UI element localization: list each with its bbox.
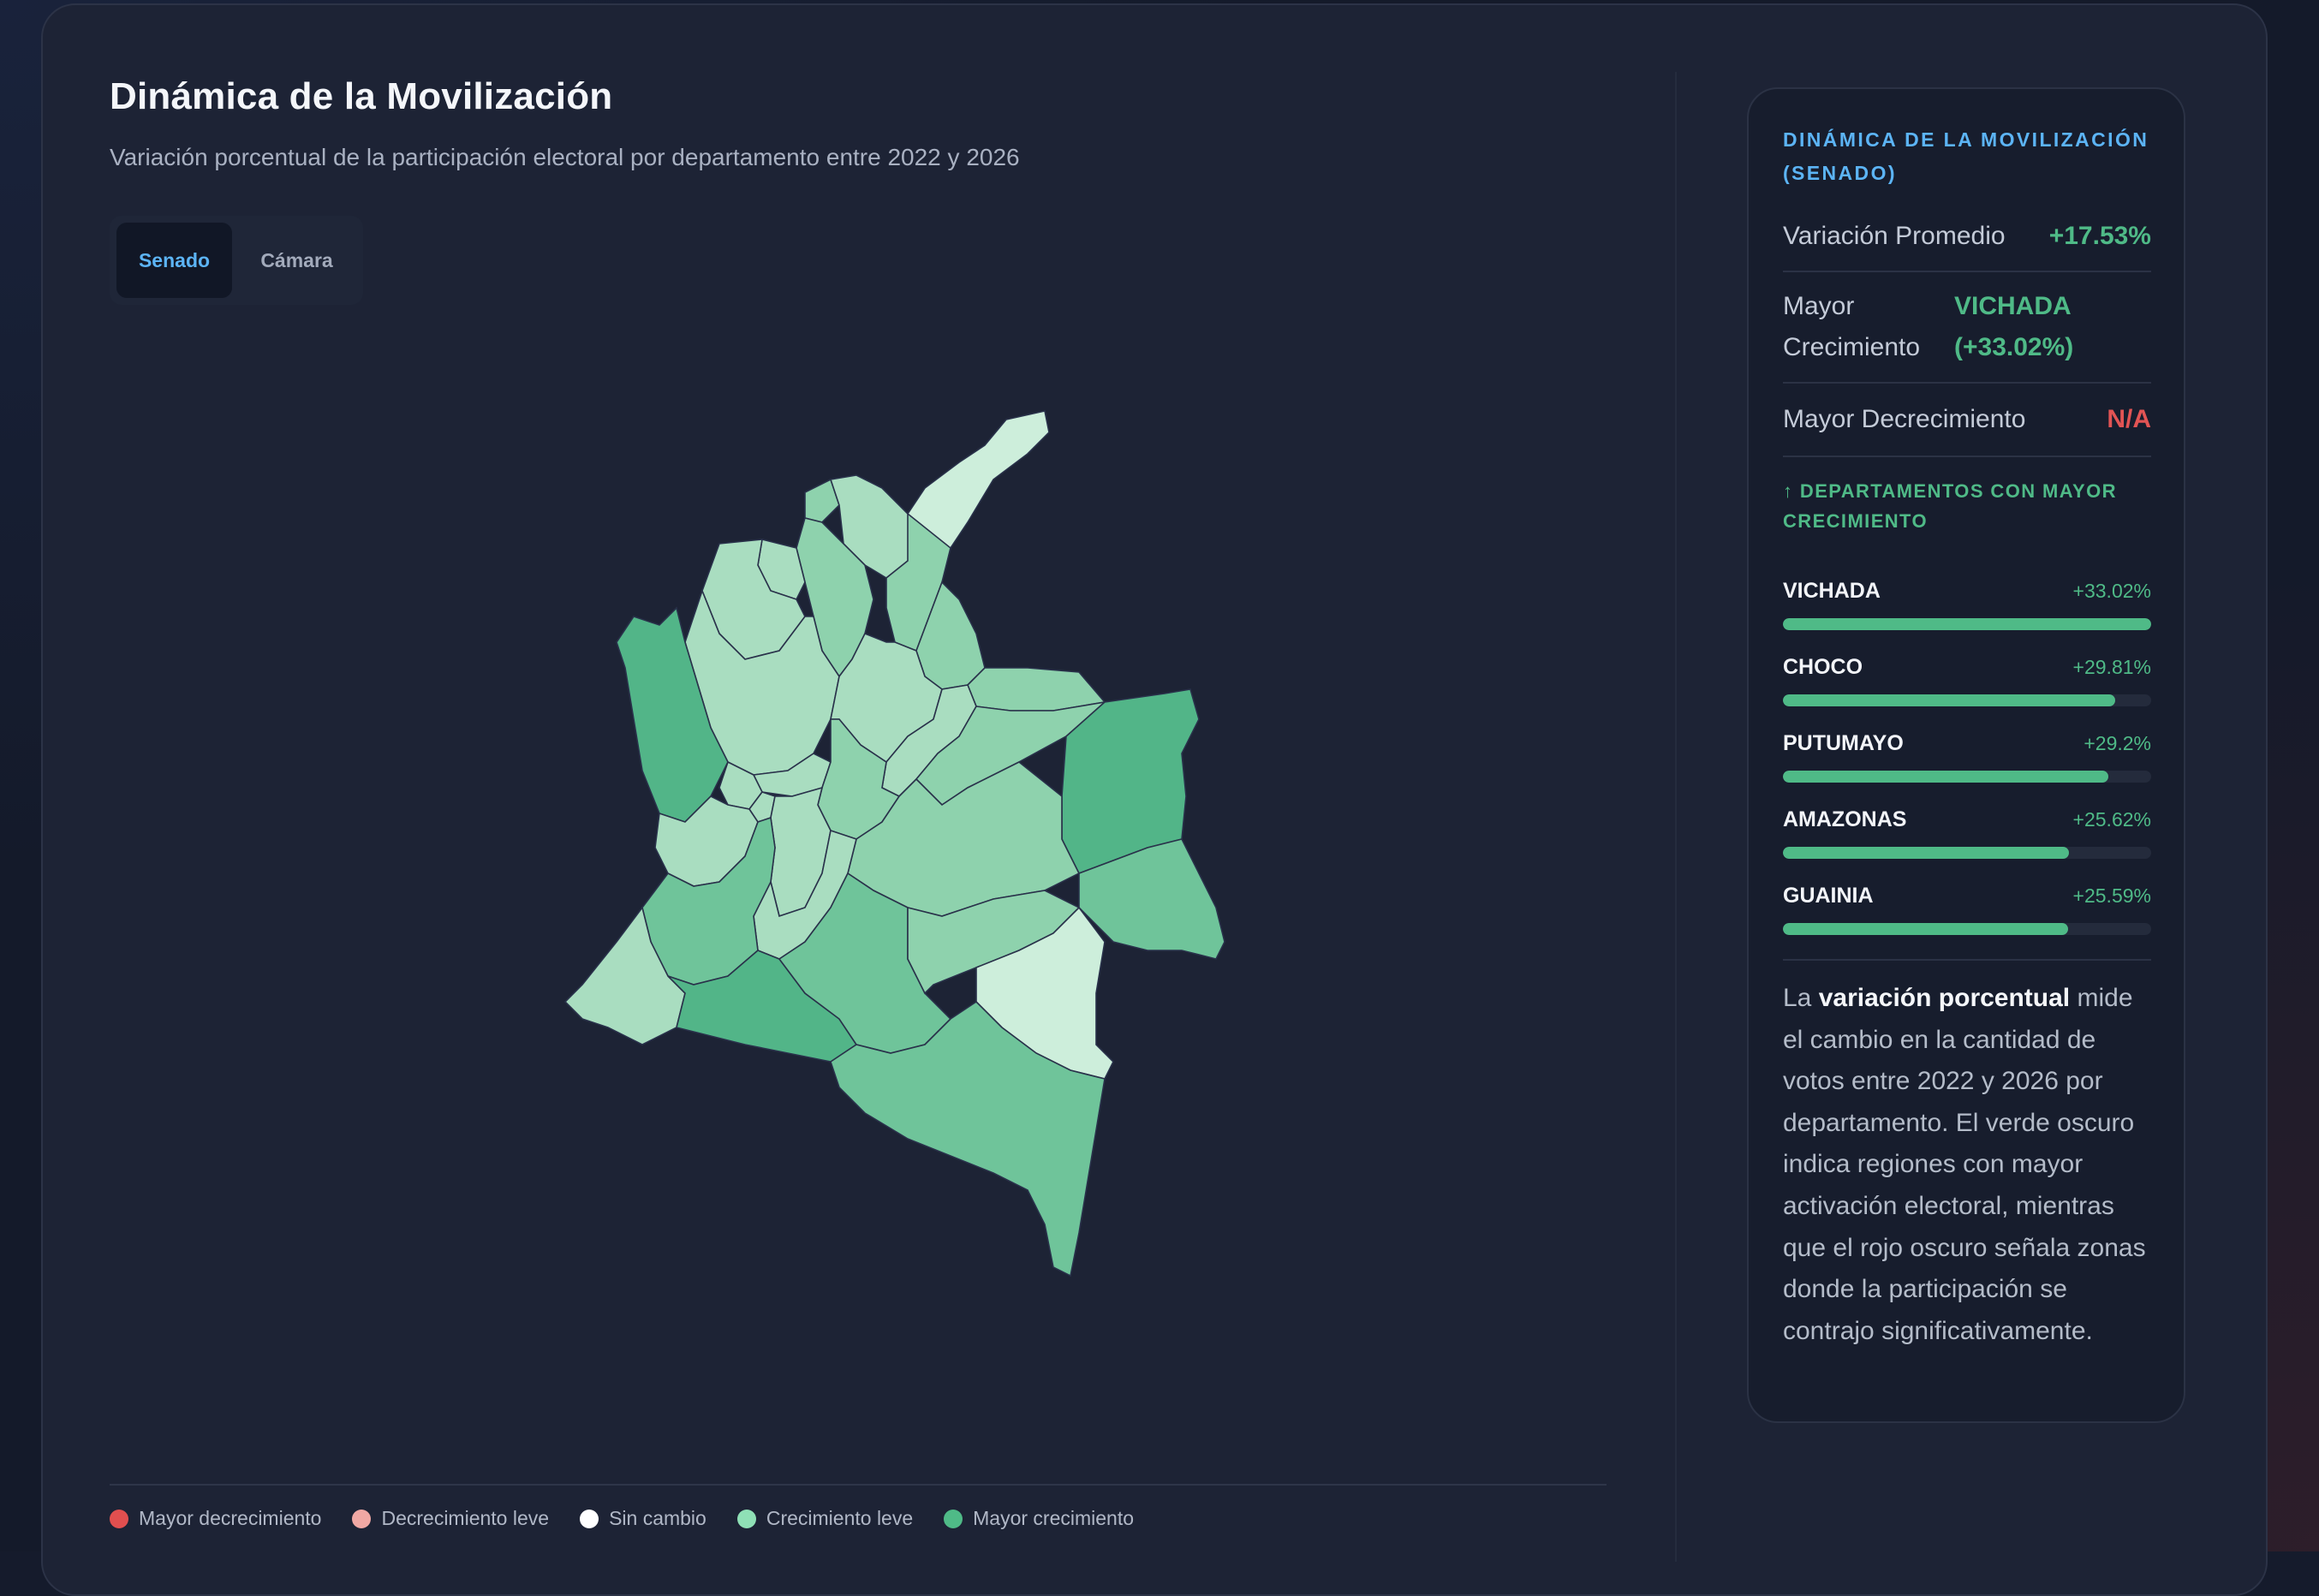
legend-swatch	[736, 1509, 756, 1528]
top-dept-bar-fill	[1783, 618, 2151, 630]
colombia-map-svg	[563, 410, 1225, 1277]
legend-label: Mayor decrecimiento	[139, 1507, 322, 1529]
max-decline-value: N/A	[2107, 405, 2151, 433]
tab-camara[interactable]: Cámara	[260, 248, 333, 271]
top-dept-bar-fill	[1783, 847, 2069, 859]
top-dept-item: GUAINIA +25.59%	[1783, 878, 2151, 935]
top-departments-title: ↑ DEPARTAMENTOS CON MAYOR CRECIMIENTO	[1783, 480, 2117, 532]
legend-item: Sin cambio	[580, 1507, 706, 1530]
page-title: Dinámica de la Movilización	[110, 75, 613, 117]
dept-arauca[interactable]	[967, 667, 1106, 712]
avg-variation-label: Variación Promedio	[1783, 222, 2006, 250]
avg-variation-value: +17.53%	[2048, 222, 2151, 250]
legend-item: Decrecimiento leve	[352, 1507, 549, 1530]
description-pre: La	[1783, 984, 1819, 1012]
max-growth-label-line1: Mayor	[1783, 292, 1855, 320]
dept-atlantico[interactable]	[804, 478, 840, 523]
legend-item: Crecimiento leve	[736, 1507, 914, 1530]
top-dept-value: +33.02%	[2072, 579, 2151, 602]
max-decline-row: Mayor Decrecimiento N/A	[1783, 399, 2151, 440]
dept-guainia[interactable]	[1078, 838, 1225, 960]
page-subtitle: Variación porcentual de la participación…	[110, 144, 1020, 170]
stat-divider	[1783, 271, 2151, 272]
top-dept-bar-track	[1783, 771, 2151, 783]
top-dept-name: PUTUMAYO	[1783, 730, 1904, 755]
top-dept-name: VICHADA	[1783, 578, 1881, 603]
top-dept-item: CHOCO +29.81%	[1783, 650, 2151, 706]
dept-amazonas[interactable]	[830, 1000, 1106, 1277]
top-dept-value: +29.81%	[2072, 655, 2151, 678]
legend-label: Crecimiento leve	[766, 1507, 914, 1529]
max-growth-value: VICHADA (+33.02%)	[1954, 286, 2073, 368]
top-dept-bar-track	[1783, 923, 2151, 935]
top-dept-item: VICHADA +33.02%	[1783, 574, 2151, 630]
max-growth-label: Mayor Crecimiento	[1783, 286, 1954, 368]
chamber-tabs: Senado Cámara	[110, 216, 363, 305]
top-dept-bar-fill	[1783, 694, 2116, 706]
legend-swatch	[110, 1509, 128, 1528]
legend-item: Mayor crecimiento	[944, 1507, 1134, 1530]
top-dept-name: CHOCO	[1783, 654, 1863, 679]
top-dept-bar-track	[1783, 618, 2151, 630]
stat-divider	[1783, 959, 2151, 961]
map-legend: Mayor decrecimiento Decrecimiento leve S…	[110, 1507, 1134, 1530]
summary-panel: DINÁMICA DE LA MOVILIZACIÓN (SENADO) Var…	[1747, 87, 2185, 1423]
dept-la-guajira[interactable]	[907, 410, 1050, 549]
description-text: La variación porcentual mide el cambio e…	[1783, 978, 2156, 1352]
description-bold: variación porcentual	[1818, 984, 2071, 1012]
top-dept-name: AMAZONAS	[1783, 807, 1907, 831]
legend-swatch	[944, 1509, 963, 1528]
legend-swatch	[580, 1509, 599, 1528]
legend-divider	[110, 1484, 1607, 1486]
avg-variation-row: Variación Promedio +17.53%	[1783, 216, 2151, 257]
max-growth-row: Mayor Crecimiento VICHADA (+33.02%)	[1783, 286, 2151, 368]
top-dept-bar-fill	[1783, 923, 2069, 935]
legend-label: Decrecimiento leve	[381, 1507, 550, 1529]
tab-senado[interactable]: Senado	[116, 223, 233, 298]
legend-label: Mayor crecimiento	[973, 1507, 1135, 1529]
top-dept-item: AMAZONAS +25.62%	[1783, 802, 2151, 859]
top-dept-bar-fill	[1783, 771, 2109, 783]
legend-item: Mayor decrecimiento	[110, 1507, 321, 1530]
top-dept-name: GUAINIA	[1783, 883, 1874, 908]
top-dept-value: +29.2%	[2084, 731, 2151, 754]
stat-divider	[1783, 456, 2151, 457]
top-dept-value: +25.59%	[2072, 884, 2151, 907]
legend-swatch	[352, 1509, 372, 1528]
top-dept-bar-track	[1783, 847, 2151, 859]
panel-title: DINÁMICA DE LA MOVILIZACIÓN (SENADO)	[1783, 128, 2149, 184]
max-growth-dept: VICHADA	[1954, 292, 2072, 320]
column-divider	[1675, 72, 1677, 1562]
legend-label: Sin cambio	[609, 1507, 706, 1529]
max-growth-label-line2: Crecimiento	[1783, 333, 1921, 361]
max-decline-label: Mayor Decrecimiento	[1783, 405, 2026, 433]
top-dept-bar-track	[1783, 694, 2151, 706]
max-growth-pct: (+33.02%)	[1954, 333, 2074, 361]
colombia-map	[548, 394, 1336, 1464]
top-dept-value: +25.62%	[2072, 807, 2151, 831]
top-dept-item: PUTUMAYO +29.2%	[1783, 726, 2151, 783]
stat-divider	[1783, 382, 2151, 384]
description-post: mide el cambio en la cantidad de votos e…	[1783, 984, 2146, 1345]
